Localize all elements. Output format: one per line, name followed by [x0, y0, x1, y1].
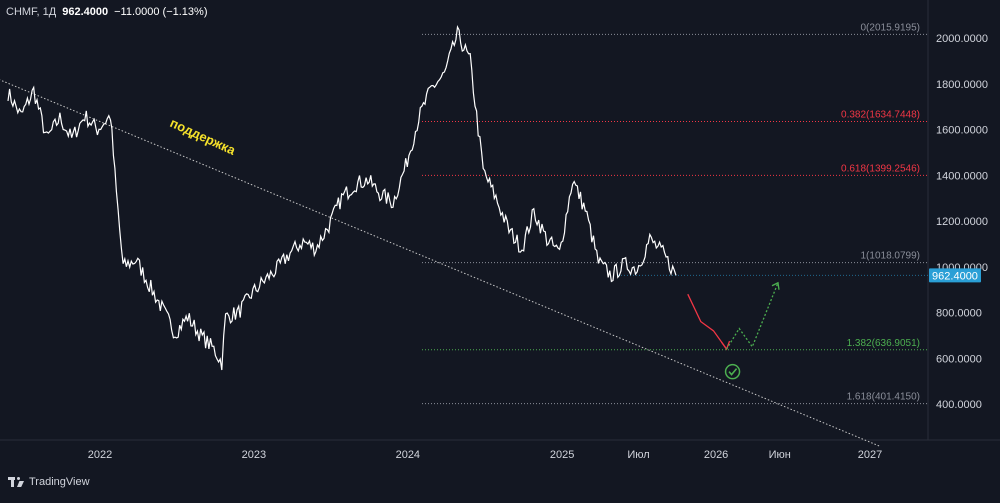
y-tick-label: 1600.0000 [936, 125, 988, 137]
fib-level-label: 1.618(401.4150) [847, 392, 920, 403]
last-value: 962.4000 [62, 6, 109, 18]
support-label: поддержка [168, 115, 239, 158]
x-tick-label: Июн [769, 449, 791, 461]
x-tick-label: 2022 [88, 449, 112, 461]
x-tick-label: 2027 [858, 449, 882, 461]
projection-up-path [726, 282, 779, 350]
brand-name: TradingView [29, 476, 90, 488]
fib-level-label: 0(2015.9195) [861, 22, 921, 33]
check-circle-icon [724, 363, 741, 380]
tradingview-brand[interactable]: TradingView [8, 476, 90, 488]
last-price-badge [929, 268, 981, 283]
support-trendline [0, 79, 881, 447]
y-tick-label: 1800.0000 [936, 79, 988, 91]
x-tick-label: 2026 [704, 449, 728, 461]
symbol-legend: CHMF, 1Д 962.4000 −11.0000 (−1.13%) [6, 6, 208, 18]
fib-level-label: 1(1018.0799) [861, 251, 921, 262]
y-tick-label: 1400.0000 [936, 170, 988, 182]
fib-level-label: 0.618(1399.2546) [841, 163, 920, 174]
x-tick-label: 2025 [550, 449, 574, 461]
price-line [7, 25, 677, 371]
tradingview-logo-icon [8, 477, 24, 487]
symbol-label: CHMF, 1Д [6, 6, 57, 18]
fib-level-label: 0.382(1634.7448) [841, 110, 920, 121]
arrow-down-head [721, 340, 731, 351]
check-mark-icon [728, 368, 738, 376]
y-tick-label: 1200.0000 [936, 216, 988, 228]
fib-level-label: 1.382(636.9051) [847, 338, 920, 349]
y-tick-label: 600.0000 [936, 353, 982, 365]
arrow-up-head [771, 281, 780, 290]
y-tick-label: 2000.0000 [936, 33, 988, 45]
x-tick-label: Июл [627, 449, 649, 461]
x-tick-label: 2023 [242, 449, 266, 461]
projection-down-path [687, 293, 728, 350]
x-tick-label: 2024 [396, 449, 420, 461]
change-value: −11.0000 (−1.13%) [114, 6, 208, 18]
y-tick-label: 400.0000 [936, 399, 982, 411]
last-price-label: 962.4000 [932, 270, 978, 282]
y-tick-label: 800.0000 [936, 308, 982, 320]
